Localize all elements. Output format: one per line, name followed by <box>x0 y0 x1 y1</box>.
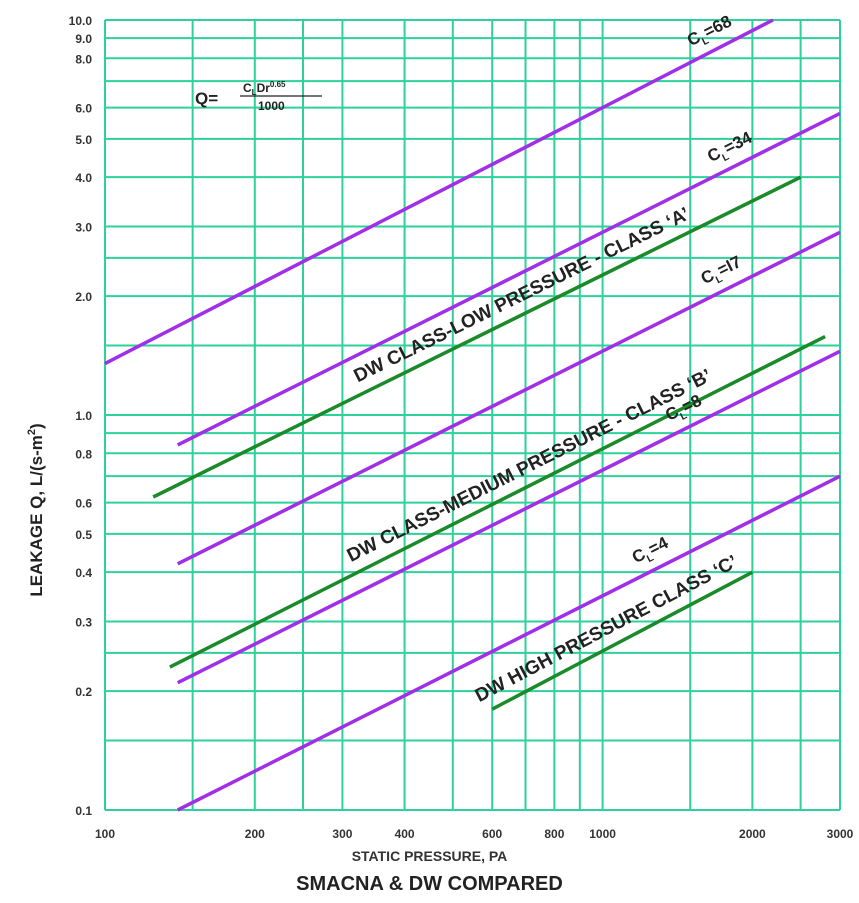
series-label-0: CL=68 <box>684 12 737 54</box>
y-tick-label: 0.1 <box>75 804 92 818</box>
y-tick-label: 0.3 <box>75 616 92 630</box>
formula: Q= CLDr0.65 1000 <box>195 80 322 113</box>
series-line-2 <box>176 230 841 566</box>
formula-numerator: CLDr0.65 <box>243 80 286 97</box>
series-line-5 <box>152 175 802 499</box>
x-axis-label: STATIC PRESSURE, PA <box>351 848 508 864</box>
series-line-1 <box>176 111 841 447</box>
x-tick-label: 2000 <box>739 827 766 841</box>
series-label-1: CL=34 <box>704 128 757 170</box>
y-tick-label: 2.0 <box>75 290 92 304</box>
x-tick-label: 200 <box>245 827 265 841</box>
y-axis-label: LEAKAGE Q, L/(s-m2) <box>26 423 46 596</box>
y-tick-label: 0.8 <box>75 447 92 461</box>
series-line-7 <box>491 570 754 711</box>
series-label-7: DW HIGH PRESSURE CLASS ‘C’ <box>472 552 741 707</box>
x-tick-labels: 100 200 300 400 600 800 1000 2000 3000 <box>95 827 854 841</box>
x-tick-label: 300 <box>332 827 352 841</box>
chart-series <box>104 18 841 812</box>
x-tick-label: 1000 <box>589 827 616 841</box>
series-line-6 <box>169 334 826 669</box>
chart-grid <box>104 19 841 811</box>
x-tick-label: 800 <box>544 827 564 841</box>
y-tick-label: 8.0 <box>75 52 92 66</box>
series-label-text: CL=34 <box>704 128 757 170</box>
y-tick-label: 5.0 <box>75 133 92 147</box>
formula-denominator: 1000 <box>258 99 285 113</box>
x-tick-label: 600 <box>482 827 502 841</box>
y-axis-label-tail: ) <box>27 423 46 429</box>
y-tick-label: 0.6 <box>75 497 92 511</box>
series-label-text: DW HIGH PRESSURE CLASS ‘C’ <box>472 552 741 707</box>
y-tick-label: 4.0 <box>75 171 92 185</box>
series-label-text: CL=68 <box>684 12 737 54</box>
x-tick-label: 400 <box>395 827 415 841</box>
x-tick-label: 3000 <box>827 827 854 841</box>
y-tick-labels: 0.1 0.2 0.3 0.4 0.5 0.6 0.8 1.0 2.0 3.0 4.0 5.0 6.0 8… <box>69 14 93 818</box>
series-line-3 <box>176 349 841 685</box>
y-tick-label: 10.0 <box>69 14 93 28</box>
y-tick-label: 0.5 <box>75 528 92 542</box>
chart-title: SMACNA & DW COMPARED <box>296 873 563 895</box>
formula-lhs: Q= <box>195 89 218 108</box>
y-tick-label: 1.0 <box>75 409 92 423</box>
y-tick-label: 0.2 <box>75 685 92 699</box>
x-tick-label: 100 <box>95 827 115 841</box>
y-tick-label: 6.0 <box>75 102 92 116</box>
y-axis-label-main: LEAKAGE Q, L/(s-m <box>27 435 46 597</box>
y-axis-label-sup: 2 <box>26 429 38 435</box>
series-line-4 <box>176 474 841 812</box>
y-tick-label: 3.0 <box>75 221 92 235</box>
series-line-0 <box>104 18 774 366</box>
y-tick-label: 9.0 <box>75 32 92 46</box>
y-tick-label: 0.4 <box>75 566 92 580</box>
